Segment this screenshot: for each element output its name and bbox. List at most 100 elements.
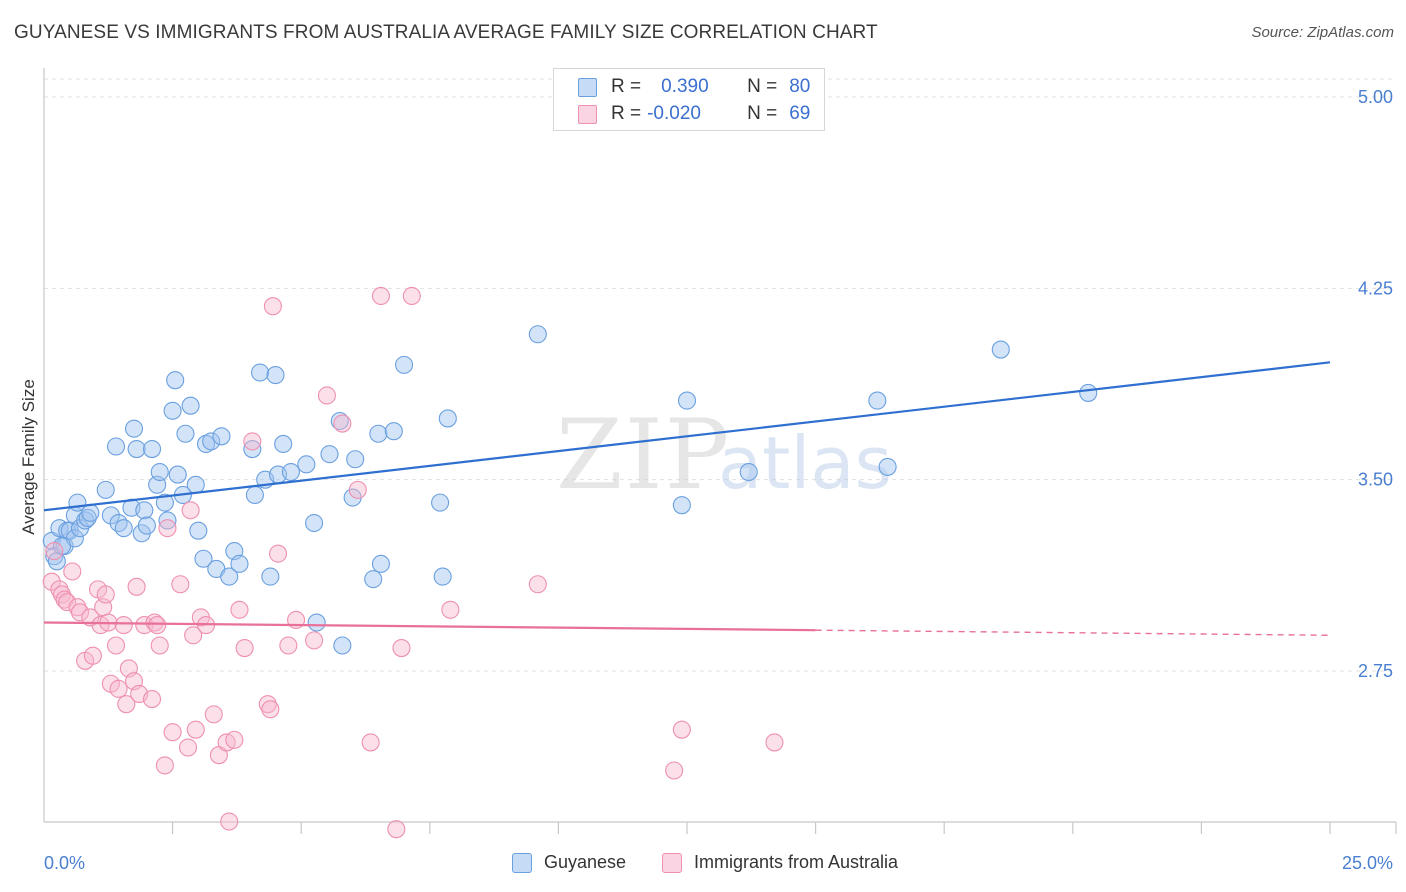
data-point (384, 422, 403, 441)
y-tick-label: 5.00 (1358, 87, 1393, 107)
data-point (81, 608, 100, 627)
data-point (258, 695, 277, 714)
series-guyanese (42, 325, 1098, 655)
data-point (395, 355, 414, 374)
watermark: ZIP atlas (556, 399, 892, 511)
data-point (261, 700, 280, 719)
data-points (42, 286, 1098, 839)
data-point (528, 325, 547, 344)
data-point (230, 554, 249, 573)
data-point (194, 549, 213, 568)
data-point (364, 570, 383, 589)
data-point (114, 519, 133, 538)
stats-legend: R = 0.390 N = 80 R = -0.020 N = 69 (553, 68, 825, 131)
data-point (220, 812, 239, 831)
y-axis-label: Average Family Size (19, 379, 38, 535)
data-point (245, 485, 264, 505)
data-point (181, 501, 200, 520)
data-point (361, 733, 380, 752)
data-point (166, 371, 185, 390)
series-legend: Guyanese Immigrants from Australia (0, 852, 1406, 878)
data-point (186, 720, 205, 739)
chart-title: GUYANESE VS IMMIGRANTS FROM AUSTRALIA AV… (14, 22, 878, 43)
data-point (387, 820, 406, 839)
y-tick-label: 4.25 (1358, 278, 1393, 298)
data-point (441, 600, 460, 619)
data-point (991, 340, 1010, 359)
data-point (333, 414, 352, 433)
data-point (765, 733, 784, 752)
data-point (78, 508, 97, 527)
data-point (106, 636, 126, 655)
x-tick-label: 0.0% (44, 853, 85, 873)
legend-n-label: N = (747, 103, 778, 124)
data-point (307, 613, 326, 632)
data-point (142, 440, 162, 459)
data-point (81, 503, 100, 522)
legend-swatch-pink (662, 852, 682, 873)
data-point (176, 424, 195, 443)
data-point (148, 616, 167, 635)
data-point (266, 366, 285, 385)
data-point (150, 636, 169, 655)
data-point (184, 626, 203, 645)
data-point (279, 636, 298, 655)
data-point (672, 720, 691, 739)
source-label: Source: ZipAtlas.com (1251, 24, 1394, 41)
data-point (333, 636, 352, 655)
data-point (431, 493, 450, 512)
legend-row-guyanese: R = 0.390 N = 80 (578, 75, 810, 99)
legend-item-label: Immigrants from Australia (694, 852, 899, 872)
data-point (297, 455, 316, 474)
data-point (281, 462, 300, 482)
data-point (438, 409, 457, 428)
data-point (171, 575, 190, 594)
watermark-zip: ZIP (556, 399, 731, 511)
data-point (168, 465, 187, 484)
data-point (114, 616, 133, 635)
data-point (677, 391, 697, 410)
data-point (204, 705, 223, 724)
legend-r-label: R = (611, 103, 642, 124)
data-point (196, 434, 216, 454)
data-point (155, 493, 174, 512)
data-point (155, 756, 174, 775)
data-point (263, 297, 282, 316)
data-point (878, 457, 897, 476)
data-point (330, 411, 349, 431)
data-point (348, 480, 367, 499)
data-point (42, 572, 61, 591)
data-point (68, 598, 87, 617)
data-point (124, 419, 144, 438)
legend-item-guyanese[interactable]: Guyanese (512, 852, 626, 873)
gridlines (44, 78, 1396, 672)
y-tick-label: 3.50 (1358, 470, 1393, 490)
data-point (346, 450, 365, 469)
data-point (261, 567, 280, 586)
data-point (250, 363, 270, 382)
data-point (96, 585, 115, 604)
data-point (127, 577, 146, 596)
axis-labels: 5.00 4.25 3.50 2.75 0.0% 25.0% Average Family … (19, 87, 1393, 873)
y-tick-label: 2.75 (1358, 661, 1393, 681)
data-point (109, 513, 128, 533)
legend-swatch-pink (578, 104, 597, 124)
data-point (127, 440, 146, 459)
data-point (274, 434, 293, 454)
data-point (163, 723, 182, 742)
data-point (868, 391, 887, 410)
legend-item-australia[interactable]: Immigrants from Australia (662, 852, 898, 873)
data-point (135, 501, 154, 520)
legend-r-label: R = (611, 76, 642, 97)
x-tick-label: 25.0% (1342, 853, 1393, 873)
axes (43, 68, 1397, 834)
data-point (369, 424, 388, 443)
data-point (1079, 383, 1098, 402)
legend-n-value: 80 (789, 76, 811, 97)
data-point (739, 462, 758, 482)
data-point (269, 544, 288, 563)
legend-swatch-blue (578, 77, 597, 97)
legend-n-label: N = (747, 76, 778, 97)
data-point (181, 396, 200, 415)
data-point (320, 445, 339, 464)
